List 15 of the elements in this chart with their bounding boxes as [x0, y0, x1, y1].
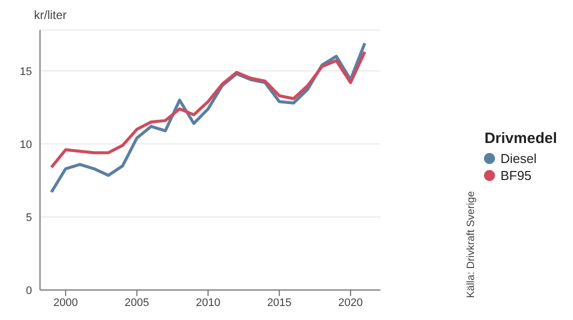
- x-tick-label: 2010: [196, 296, 220, 309]
- line-series: [50, 50, 366, 169]
- x-tick-label: 2005: [124, 296, 150, 309]
- y-tick-label: 0: [26, 284, 32, 297]
- text: Källa: Drivkraft Sverige: [465, 191, 477, 298]
- y-tick-label: 5: [26, 212, 32, 224]
- y-tick-label: 15: [20, 66, 32, 78]
- x-tick-label: 2020: [338, 296, 363, 309]
- x-tick-label: 2000: [53, 296, 78, 309]
- x-tick-label: 2015: [267, 296, 292, 309]
- y-axis-title: kr/liter: [34, 8, 67, 22]
- legend-label: Diesel: [500, 151, 537, 166]
- y-tick-label: 10: [20, 138, 32, 151]
- legend-label: BF95: [500, 168, 532, 183]
- legend-title: Drivmedel: [484, 130, 557, 147]
